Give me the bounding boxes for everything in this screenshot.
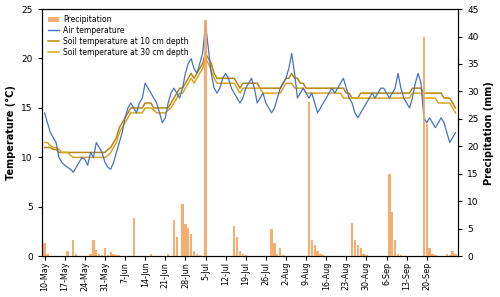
- Bar: [182, 204, 184, 256]
- Bar: [90, 254, 92, 256]
- Bar: [187, 228, 190, 256]
- Legend: Precipitation, Air temperature, Soil temperature at 10 cm depth, Soil temperatur: Precipitation, Air temperature, Soil tem…: [46, 13, 191, 59]
- Bar: [196, 254, 198, 256]
- Bar: [400, 255, 402, 256]
- Bar: [320, 254, 322, 256]
- Bar: [112, 254, 114, 256]
- Bar: [274, 243, 276, 256]
- Bar: [167, 254, 170, 256]
- Bar: [422, 37, 425, 256]
- Bar: [279, 248, 281, 256]
- Bar: [394, 240, 396, 256]
- Bar: [310, 240, 313, 256]
- Bar: [193, 251, 195, 256]
- Bar: [101, 255, 103, 256]
- Bar: [92, 240, 94, 256]
- Bar: [106, 255, 109, 256]
- Bar: [428, 248, 431, 256]
- Bar: [397, 254, 399, 256]
- Bar: [360, 248, 362, 256]
- Bar: [198, 255, 201, 256]
- Bar: [204, 20, 206, 256]
- Bar: [448, 255, 451, 256]
- Bar: [98, 254, 100, 256]
- Bar: [446, 254, 448, 256]
- Bar: [104, 248, 106, 256]
- Bar: [46, 254, 48, 256]
- Bar: [244, 255, 247, 256]
- Bar: [354, 240, 356, 256]
- Bar: [276, 254, 278, 256]
- Bar: [95, 250, 98, 256]
- Bar: [190, 234, 192, 256]
- Bar: [282, 255, 284, 256]
- Bar: [172, 220, 175, 256]
- Bar: [176, 237, 178, 256]
- Bar: [184, 225, 186, 256]
- Bar: [118, 255, 120, 256]
- Bar: [426, 124, 428, 256]
- Bar: [432, 254, 434, 256]
- Bar: [116, 255, 117, 256]
- Bar: [314, 245, 316, 256]
- Bar: [236, 237, 238, 256]
- Bar: [351, 223, 353, 256]
- Bar: [270, 229, 272, 256]
- Bar: [308, 102, 310, 256]
- Bar: [239, 251, 241, 256]
- Bar: [66, 251, 68, 256]
- Bar: [391, 212, 394, 256]
- Bar: [362, 254, 364, 256]
- Bar: [233, 226, 235, 256]
- Bar: [356, 245, 359, 256]
- Bar: [242, 254, 244, 256]
- Bar: [110, 252, 112, 256]
- Bar: [366, 255, 368, 256]
- Bar: [132, 218, 135, 256]
- Bar: [150, 254, 152, 256]
- Bar: [44, 243, 46, 256]
- Bar: [322, 255, 324, 256]
- Bar: [454, 254, 456, 256]
- Bar: [75, 254, 78, 256]
- Bar: [388, 174, 390, 256]
- Y-axis label: Precipitation (mm): Precipitation (mm): [484, 81, 494, 184]
- Bar: [452, 251, 454, 256]
- Bar: [316, 251, 318, 256]
- Bar: [434, 255, 436, 256]
- Y-axis label: Temperature (°C): Temperature (°C): [6, 85, 16, 180]
- Bar: [72, 240, 74, 256]
